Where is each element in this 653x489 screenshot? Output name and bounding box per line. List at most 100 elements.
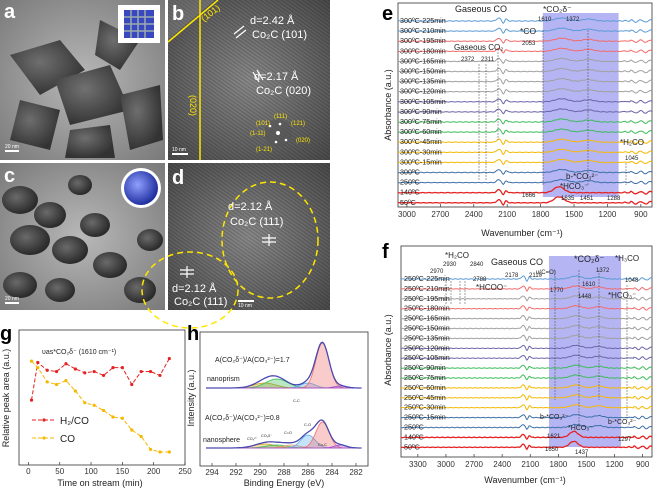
annotation: υ(C=O): [536, 270, 556, 276]
envelope-curve: [206, 341, 361, 389]
scale-bar-label-b: 10 nm: [172, 147, 186, 153]
panel-f-ftir-chart: f Absorbance (a.u.) Wavenumber (cm⁻¹) 33…: [382, 241, 653, 485]
plane-label-1: Co₂C (101): [252, 29, 307, 41]
series-label: 250ºC-105min: [404, 353, 450, 362]
series-label: 250ºC-225min: [404, 274, 450, 283]
x-tick-label: 2100: [521, 460, 539, 469]
data-point: [92, 403, 96, 407]
scale-bar-c: [5, 302, 19, 304]
series-label: 50ºC: [400, 198, 416, 207]
panel-label-d: d: [172, 167, 184, 189]
annotation: Gaseous CO: [455, 4, 507, 14]
spectrum-line: [398, 37, 653, 44]
component-label: C=O: [284, 431, 292, 435]
x-tick-label: 288: [277, 468, 291, 477]
panel-c-tem-image: c 20 nm: [0, 163, 165, 310]
series-label: 250ºC: [404, 423, 424, 432]
annotation: 1610: [582, 282, 596, 288]
plane-label-2: Co₂C (020): [256, 85, 311, 97]
data-point: [36, 360, 40, 365]
annotation: 2053: [522, 41, 536, 47]
series-label: 140ºC: [400, 188, 420, 197]
panel-h-xps-chart: h Intensity (a.u.) Binding Energy (eV) 2…: [186, 323, 369, 488]
series-label: 300ºC-225min: [400, 16, 446, 25]
panel-label-b: b: [172, 3, 184, 25]
panel-a-tem-image: a 20 nm: [0, 0, 165, 160]
spectrum-line: [397, 108, 653, 115]
spectrum-line: [397, 186, 653, 196]
fft-inset: (101) (111) (121) (1-11) (020) (1-21): [250, 114, 310, 153]
legend-marker: [42, 436, 46, 440]
plot-frame: [400, 245, 653, 458]
spectrum-line: [400, 404, 653, 411]
d-spacing-1: d=2.42 Å: [250, 14, 295, 27]
x-tick-label: 3300: [409, 460, 427, 469]
spectrum-line: [401, 354, 653, 361]
x-tick-label: 2100: [498, 210, 516, 219]
series-label: 300ºC-195min: [400, 36, 446, 45]
nanosphere-model-icon: [124, 171, 158, 205]
series-label: 50ºC: [404, 442, 420, 451]
series-label: 300ºC-120min: [400, 87, 446, 96]
y-axis-label: Absorbance (a.u.): [383, 69, 393, 141]
spectrum-label: nanoprism: [207, 376, 240, 383]
series-label: 300ºC-105min: [400, 97, 446, 106]
spectrum-line: [400, 275, 653, 283]
annotation: 1288: [607, 196, 621, 202]
data-point: [73, 367, 77, 371]
annotation: 1635: [561, 196, 575, 202]
spectrum-line: [398, 67, 653, 75]
data-point: [64, 379, 68, 383]
annotation: *HCO₃⁻: [560, 182, 588, 191]
x-tick-label: 2400: [465, 210, 483, 219]
panel-label-a: a: [4, 1, 16, 23]
spectrum-label: nanosphere: [203, 437, 240, 444]
series-label: 250ºC-15min: [404, 413, 446, 422]
series-label: 300ºC-90min: [400, 107, 442, 116]
spectrum-line: [397, 88, 653, 95]
panel-label-h: h: [187, 323, 199, 345]
annotation: *HCO₃⁻: [568, 425, 593, 432]
legend-marker: [42, 418, 46, 422]
annotation: *CO₂δ⁻: [543, 4, 572, 14]
x-tick-label: 1500: [565, 210, 583, 219]
particle-outline-1: [221, 181, 319, 299]
series-label: 250ºC-210min: [404, 284, 450, 293]
annotation: 2970: [430, 269, 444, 275]
data-point: [64, 362, 68, 366]
data-point: [167, 450, 171, 454]
panel-label-g: g: [0, 323, 12, 345]
annotation: 2311: [481, 57, 495, 63]
shaded-region: [542, 13, 619, 197]
series-label: 300ºC-60min: [400, 127, 442, 136]
series-line-co: [31, 360, 170, 453]
annotation: 1448: [578, 294, 592, 300]
plot-frame: [18, 329, 186, 466]
spectrum-line: [401, 324, 653, 332]
spectrum-line: [401, 414, 653, 421]
chart-title: υas*CO₂δ⁻ (1610 cm⁻¹): [42, 349, 116, 356]
x-tick-label: 100: [84, 467, 98, 476]
annotation: *CO₂δ⁻: [574, 254, 605, 264]
annotation: 2930: [443, 262, 457, 268]
annotation: 1297: [618, 437, 632, 443]
spectrum-line: [400, 374, 653, 381]
d-spacing-2: d=2.12 Å: [172, 282, 217, 295]
legend-label: H₂/CO: [60, 416, 89, 427]
data-point: [139, 434, 143, 439]
annotation: b-*CO₃²⁻: [566, 172, 598, 181]
x-tick-label: 2700: [465, 460, 483, 469]
x-tick-label: 150: [116, 467, 130, 476]
data-point: [130, 382, 134, 387]
x-tick-label: 1800: [532, 210, 550, 219]
spectrum-line: [398, 168, 653, 175]
series-label: 250ºC-150min: [404, 324, 450, 333]
y-axis-label: Intensity (a.u.): [186, 369, 196, 426]
series-label: 250ºC-165min: [404, 314, 450, 323]
annotation: *CO: [520, 26, 536, 36]
annotation: 1372: [596, 268, 610, 274]
data-point: [120, 416, 124, 420]
plot-frame: [397, 2, 653, 208]
panel-b-hrtem-image: b (101) (020) d=2.42 Å Co₂C (101) d=2.17…: [167, 0, 330, 160]
